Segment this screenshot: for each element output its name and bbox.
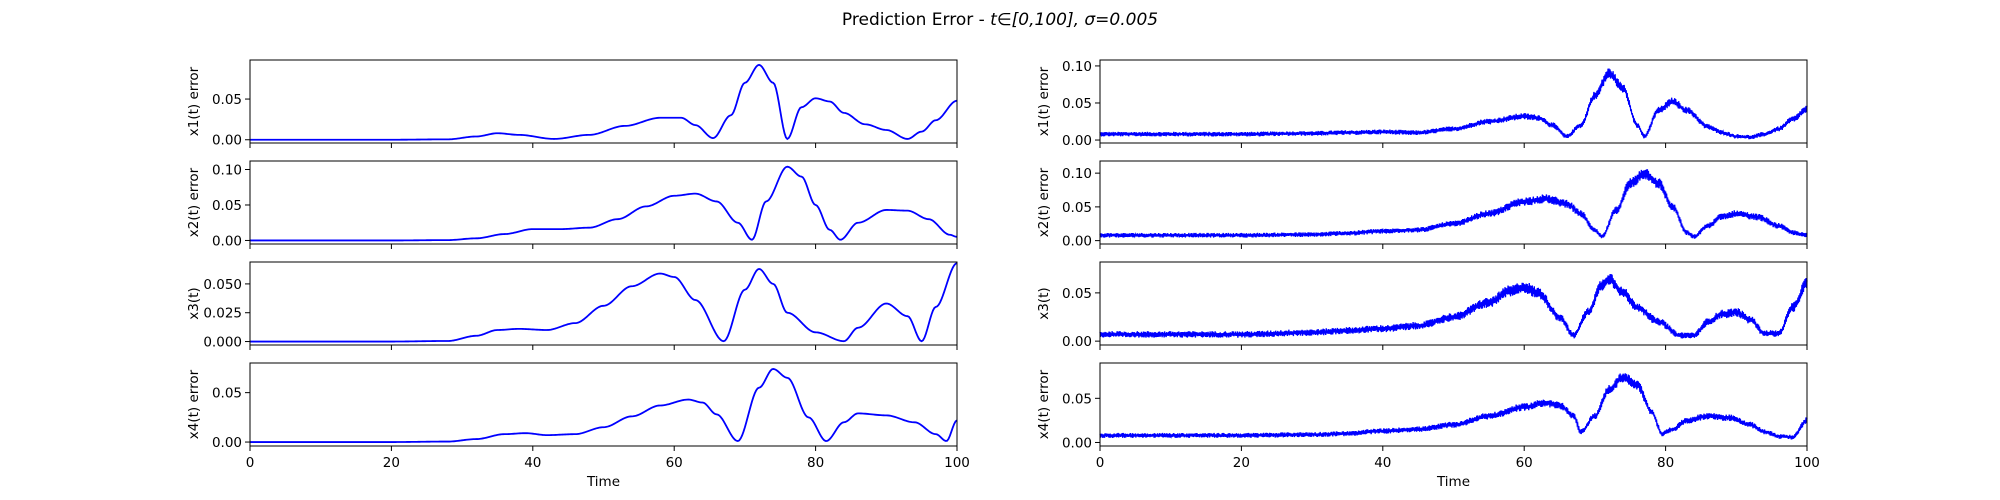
right-row-4-xtick-label: 0 <box>1096 455 1105 471</box>
left-row-3-frame <box>249 261 958 346</box>
right-row-1-series-line <box>1099 68 1808 140</box>
right-row-2-frame <box>1099 160 1808 245</box>
right-row-2-ytick-label: 0.10 <box>1062 166 1092 182</box>
right-row-4-xtick-label: 80 <box>1657 455 1674 471</box>
right-row-1-ylabel: x1(t) error <box>1036 66 1052 136</box>
right-row-4-ytick-label: 0.00 <box>1062 435 1092 451</box>
left-row-4-xtick-label: 80 <box>807 455 824 471</box>
left-row-3-series-line <box>250 262 958 343</box>
left-row-1-ytick-label: 0.05 <box>212 92 242 108</box>
figure-title: Prediction Error - t∈[0,100], σ=0.005 <box>842 10 1158 30</box>
left-row-4-xtick-label: 0 <box>246 455 255 471</box>
right-row-2-series-line <box>1099 169 1808 239</box>
left-row-2-ytick-label: 0.05 <box>212 198 242 214</box>
left-row-2-ytick-label: 0.10 <box>212 163 242 179</box>
left-row-3-ytick-label: 0.000 <box>203 335 242 351</box>
right-row-3-ytick-label: 0.05 <box>1062 286 1092 302</box>
right-row-4-xtick-label: 40 <box>1374 455 1391 471</box>
right-row-4-series-line <box>1099 373 1808 440</box>
right-row-4-xlabel: Time <box>1436 474 1470 490</box>
right-row-1-ytick-label: 0.10 <box>1062 59 1092 75</box>
left-row-1-series-line <box>250 63 958 141</box>
right-row-4-ytick-label: 0.05 <box>1062 391 1092 407</box>
left-row-3-ytick-label: 0.050 <box>203 277 242 293</box>
left-row-4-axes: 0.00 0.05 0 20 40 60 80 100 x4(t) error Time <box>186 362 970 490</box>
left-row-4-ylabel: x4(t) error <box>186 369 202 439</box>
right-row-2-ylabel: x2(t) error <box>1036 167 1052 237</box>
right-row-3-ylabel: x3(t) <box>1036 287 1052 319</box>
right-row-4-ylabel: x4(t) error <box>1036 369 1052 439</box>
left-row-1-axes: 0.00 0.05 x1(t) error <box>186 59 958 149</box>
title-math: t∈[0,100], σ=0.005 <box>990 10 1158 30</box>
right-row-2-ytick-label: 0.05 <box>1062 200 1092 216</box>
right-row-2-axes: 0.00 0.05 0.10 x2(t) error <box>1036 160 1808 250</box>
right-row-4-xtick-label: 20 <box>1233 455 1250 471</box>
right-row-3-frame <box>1099 261 1808 346</box>
right-row-4-frame <box>1099 362 1808 447</box>
left-row-4-series-line <box>250 368 958 443</box>
left-row-4-xtick-label: 100 <box>944 455 970 471</box>
right-row-1-ytick-label: 0.05 <box>1062 96 1092 112</box>
left-row-1-ylabel: x1(t) error <box>186 66 202 136</box>
left-row-3-ylabel: x3(t) <box>186 287 202 319</box>
left-row-1-frame <box>249 59 958 144</box>
title-prefix: Prediction Error - <box>842 10 990 30</box>
right-row-2-ytick-label: 0.00 <box>1062 234 1092 250</box>
left-row-1-ytick-label: 0.00 <box>212 133 242 149</box>
left-row-4-xtick-label: 20 <box>383 455 400 471</box>
left-row-2-frame <box>249 160 958 245</box>
left-row-4-ytick-label: 0.00 <box>212 435 242 451</box>
right-row-1-ytick-label: 0.00 <box>1062 133 1092 149</box>
right-row-3-ytick-label: 0.00 <box>1062 334 1092 350</box>
left-row-2-axes: 0.00 0.05 0.10 x2(t) error <box>186 160 958 249</box>
right-row-1-axes: 0.00 0.05 0.10 x1(t) error <box>1036 59 1808 149</box>
left-row-4-frame <box>249 362 958 447</box>
right-row-4-xtick-label: 100 <box>1794 455 1820 471</box>
right-row-4-axes: 0.00 0.05 0 20 40 60 80 100 x4(t) error Time <box>1036 362 1820 490</box>
left-row-4-ytick-label: 0.05 <box>212 386 242 402</box>
right-row-4-xtick-label: 60 <box>1516 455 1533 471</box>
left-row-4-xtick-label: 40 <box>524 455 541 471</box>
left-row-4-xtick-label: 60 <box>666 455 683 471</box>
right-row-1-frame <box>1099 59 1808 144</box>
left-row-3-ytick-label: 0.025 <box>203 306 242 322</box>
left-row-4-xlabel: Time <box>586 474 620 490</box>
right-row-3-axes: 0.00 0.05 x3(t) <box>1036 261 1808 350</box>
subplot-grid: 0.00 0.05 x1(t) error 0.00 0.05 0.10 x2(t) err… <box>186 59 1820 490</box>
left-row-2-ytick-label: 0.00 <box>212 233 242 249</box>
left-row-2-series-line <box>250 165 958 242</box>
left-row-2-ylabel: x2(t) error <box>186 167 202 237</box>
right-row-3-series-line <box>1099 273 1808 339</box>
